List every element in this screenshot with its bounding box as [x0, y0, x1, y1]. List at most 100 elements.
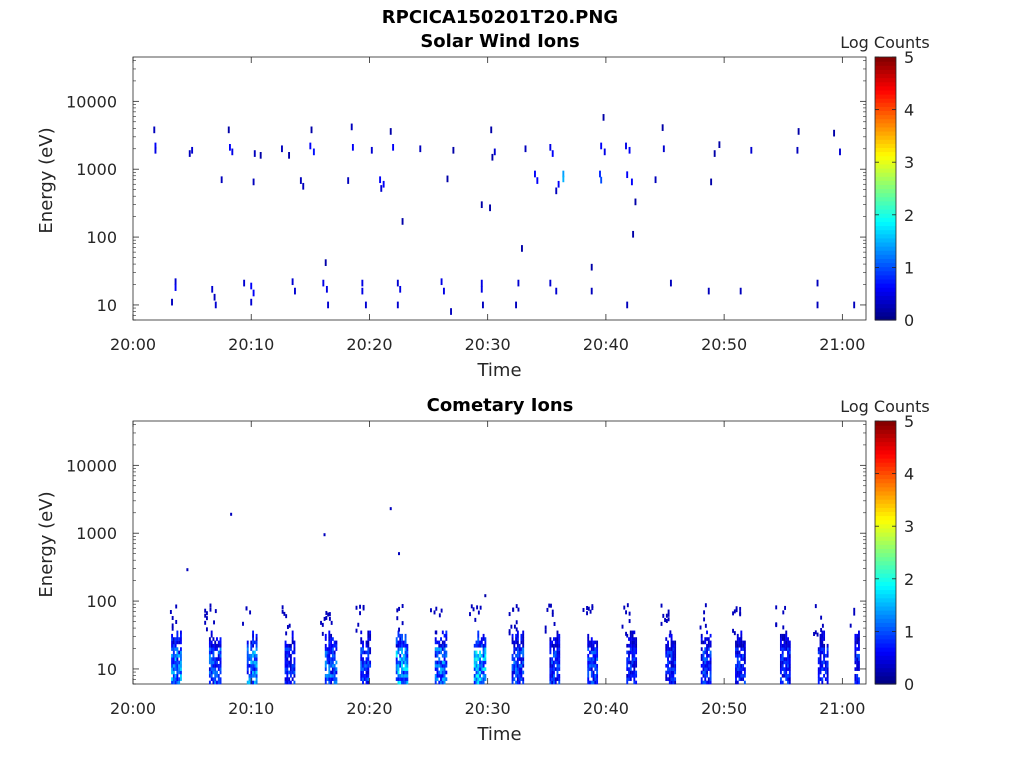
data-cell: [179, 630, 182, 635]
data-cell: [515, 647, 518, 651]
data-cell: [174, 657, 177, 661]
data-cell: [255, 670, 258, 675]
data-cell: [518, 663, 521, 668]
data-cell: [674, 667, 677, 671]
data-cell: [558, 680, 561, 685]
data-cell: [360, 630, 363, 635]
data-cell: [246, 650, 249, 655]
data-cell: [549, 279, 552, 287]
data-cell: [858, 637, 860, 641]
colorbar-segment: [875, 470, 896, 476]
data-cell: [817, 650, 820, 655]
data-cell: [438, 663, 441, 668]
data-cell: [781, 653, 784, 658]
colorbar-tick-label: 2: [904, 570, 914, 589]
data-cell: [558, 650, 561, 655]
data-cell: [513, 657, 516, 661]
data-cell: [396, 608, 399, 613]
data-cell: [740, 637, 743, 641]
data-cell: [788, 663, 791, 668]
data-cell: [709, 677, 712, 681]
data-cell: [484, 677, 487, 681]
data-cell: [738, 670, 741, 675]
data-cell: [589, 667, 591, 671]
data-cell: [217, 667, 220, 671]
colorbar-segment: [875, 540, 896, 545]
x-tick-label: 21:00: [819, 335, 865, 354]
data-cell: [293, 660, 296, 665]
data-cell: [255, 653, 258, 658]
data-cell: [858, 680, 860, 685]
data-cell: [704, 663, 707, 668]
data-cell: [174, 680, 177, 685]
data-cell: [707, 287, 710, 295]
data-cell: [445, 660, 448, 665]
colorbar-segment: [875, 163, 896, 169]
data-cell: [630, 178, 633, 186]
data-cell: [331, 650, 334, 655]
data-cell: [477, 673, 480, 678]
data-cell: [436, 647, 439, 651]
data-cell: [363, 660, 366, 665]
colorbar-tick-label: 0: [904, 675, 914, 694]
data-cell: [178, 637, 181, 641]
data-cell: [735, 606, 738, 611]
data-cell: [284, 643, 287, 648]
x-tick-label: 20:00: [110, 335, 156, 354]
data-cell: [628, 146, 631, 154]
data-cell: [592, 640, 595, 645]
data-cell: [596, 680, 599, 685]
data-cell: [355, 605, 358, 610]
data-cell: [635, 643, 638, 648]
data-cell: [445, 677, 448, 681]
data-cell: [324, 633, 327, 638]
data-cell: [396, 301, 399, 309]
data-cell: [589, 640, 591, 645]
data-cell: [325, 615, 328, 620]
colorbar-segment: [875, 564, 896, 570]
data-cell: [178, 653, 181, 658]
data-cell: [796, 146, 799, 154]
data-cell: [587, 606, 590, 611]
data-cell: [331, 667, 334, 671]
data-cell: [552, 667, 555, 671]
data-cell: [590, 670, 593, 675]
data-cell: [587, 680, 590, 685]
data-cell: [823, 647, 826, 651]
data-cell: [255, 643, 258, 648]
data-cell: [331, 637, 334, 641]
data-cell: [404, 633, 407, 638]
data-cell: [518, 643, 521, 648]
data-cell: [590, 650, 593, 655]
data-cell: [662, 613, 665, 618]
data-cell: [550, 603, 552, 608]
data-cell: [633, 657, 636, 661]
data-cell: [435, 606, 438, 611]
data-cell: [174, 643, 177, 648]
data-cell: [289, 643, 292, 648]
data-cell: [735, 680, 737, 685]
data-cell: [362, 680, 364, 685]
data-cell: [736, 660, 739, 665]
data-cell: [253, 663, 256, 668]
data-cell: [516, 647, 519, 651]
data-cell: [702, 667, 705, 671]
data-cell: [587, 633, 590, 638]
y-tick-label: 100: [86, 228, 117, 247]
data-cell: [475, 650, 478, 655]
data-cell: [633, 677, 636, 681]
data-cell: [704, 637, 707, 641]
data-cell: [367, 633, 370, 638]
data-cell: [511, 637, 514, 641]
data-cell: [787, 643, 789, 648]
data-cell: [404, 657, 407, 661]
data-cell: [516, 650, 519, 655]
data-cell: [335, 680, 338, 685]
data-cell: [511, 673, 514, 678]
data-cell: [706, 653, 708, 658]
data-cell: [406, 657, 409, 661]
data-cell: [248, 677, 251, 681]
data-cell: [289, 667, 292, 671]
colorbar-tick-label: 1: [904, 622, 914, 641]
x-tick-label: 21:00: [819, 699, 865, 718]
